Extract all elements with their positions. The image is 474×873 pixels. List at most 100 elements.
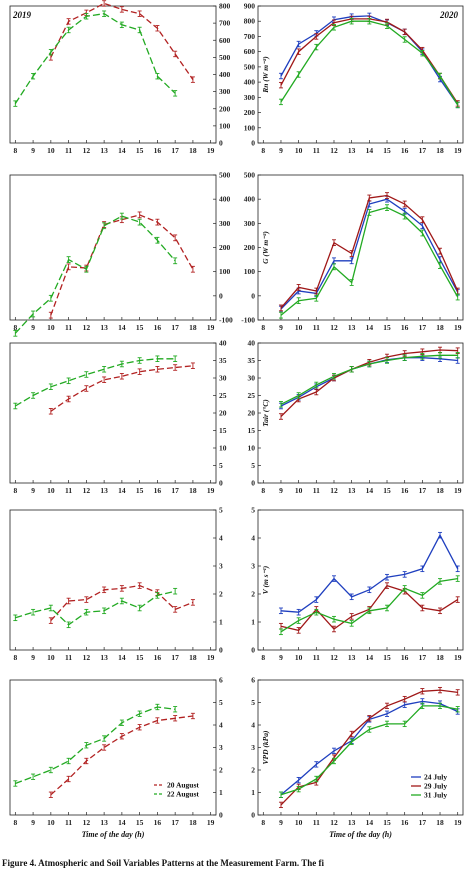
data-point-errorbar xyxy=(102,0,107,7)
y-tick-label: 2 xyxy=(251,590,255,599)
data-point-errorbar xyxy=(455,689,460,696)
x-tick-label: 18 xyxy=(189,323,197,332)
data-point-errorbar xyxy=(455,101,460,109)
data-point-errorbar xyxy=(349,738,354,746)
x-tick-label: 9 xyxy=(31,486,35,495)
panel-2020-G: 8 9 10 11 12 13 14 15 16 17 18 19 -100 0 100 200 300 400 5… xyxy=(241,171,464,332)
panel-2019-Tair: 8 9 10 11 12 13 14 15 16 17 18 19 0 5 10 15 20 25 30 35 40 xyxy=(9,339,227,495)
data-point-errorbar xyxy=(367,607,372,615)
y-tick-label: 10 xyxy=(219,444,227,453)
data-point-errorbar xyxy=(385,357,390,364)
data-point-errorbar xyxy=(385,204,390,211)
data-point-errorbar xyxy=(385,582,390,589)
legend-entry: 22 August xyxy=(167,790,199,799)
x-tick-label: 16 xyxy=(154,323,162,332)
y-tick-label: 400 xyxy=(219,195,231,204)
x-tick-label: 8 xyxy=(261,653,265,662)
y-tick-label: 300 xyxy=(219,219,231,228)
data-point-errorbar xyxy=(190,712,195,720)
y-tick-label: 30 xyxy=(219,374,227,383)
data-point-errorbar xyxy=(278,401,283,408)
y-tick-label: 4 xyxy=(251,534,255,543)
data-point-errorbar xyxy=(455,706,460,713)
y-tick-label: 900 xyxy=(244,2,256,11)
series-line-22-august xyxy=(14,215,176,334)
y-tick-label: -100 xyxy=(241,316,255,325)
x-tick-label: 8 xyxy=(261,146,265,155)
x-tick-label: 15 xyxy=(383,653,391,662)
data-point-errorbar xyxy=(102,222,107,230)
x-tick-label: 13 xyxy=(100,486,108,495)
data-point-errorbar xyxy=(31,392,36,399)
y-tick-label: 1 xyxy=(251,788,255,797)
y-tick-label: 500 xyxy=(244,62,256,71)
data-point-errorbar xyxy=(48,49,53,56)
plot-frame xyxy=(9,174,217,321)
x-tick-label: 17 xyxy=(419,818,427,827)
data-point-errorbar xyxy=(190,599,195,606)
year-tag-2019: 2019 xyxy=(12,10,32,20)
data-point-errorbar xyxy=(296,617,301,624)
x-tick-label: 16 xyxy=(401,818,409,827)
x-tick-label: 17 xyxy=(171,323,179,332)
year-tag-2020: 2020 xyxy=(439,10,459,20)
data-point-errorbar xyxy=(455,565,460,573)
plot-frame xyxy=(9,509,217,651)
x-tick-label: 8 xyxy=(13,323,17,332)
data-point-errorbar xyxy=(296,392,301,399)
data-point-errorbar xyxy=(137,604,142,612)
data-point-errorbar xyxy=(455,575,460,582)
legend-entry: 29 July xyxy=(424,782,447,791)
series-line-20-august xyxy=(50,2,194,80)
data-point-errorbar xyxy=(296,48,301,55)
series-line-22-august xyxy=(15,590,176,626)
data-point-errorbar xyxy=(314,294,319,302)
y-tick-label: 3 xyxy=(219,562,223,571)
data-point-errorbar xyxy=(349,257,354,265)
x-tick-label: 17 xyxy=(171,486,179,495)
data-point-errorbar xyxy=(102,366,107,373)
data-point-errorbar xyxy=(331,757,336,765)
data-point-errorbar xyxy=(48,617,53,624)
x-tick-label: 8 xyxy=(13,486,17,495)
data-point-errorbar xyxy=(155,703,160,711)
data-point-errorbar xyxy=(155,355,160,362)
y-axis-label: G (W m⁻²) xyxy=(261,231,270,264)
data-point-errorbar xyxy=(296,776,301,784)
x-tick-label: 19 xyxy=(207,323,215,332)
x-tick-label: 15 xyxy=(383,323,391,332)
y-tick-label: 25 xyxy=(248,391,256,400)
y-tick-label: 0 xyxy=(251,291,255,300)
x-tick-label: 10 xyxy=(295,653,303,662)
x-tick-label: 11 xyxy=(313,323,320,332)
x-tick-label: 10 xyxy=(47,486,55,495)
data-point-errorbar xyxy=(190,76,195,83)
data-point-errorbar xyxy=(173,606,178,613)
data-point-errorbar xyxy=(31,310,36,318)
data-point-errorbar xyxy=(137,211,142,219)
data-point-errorbar xyxy=(385,710,390,717)
data-point-errorbar xyxy=(385,573,390,581)
x-tick-label: 15 xyxy=(383,818,391,827)
legend-entry: 24 July xyxy=(424,773,447,782)
x-tick-label: 10 xyxy=(47,146,55,155)
data-point-errorbar xyxy=(137,357,142,364)
data-point-errorbar xyxy=(66,775,71,783)
x-tick-label: 15 xyxy=(136,323,144,332)
data-point-errorbar xyxy=(137,710,142,717)
x-tick-label: 9 xyxy=(279,323,283,332)
data-point-errorbar xyxy=(385,604,390,612)
y-tick-label: 200 xyxy=(219,104,231,113)
data-point-errorbar xyxy=(438,531,443,539)
data-point-errorbar xyxy=(278,413,283,420)
x-tick-label: 11 xyxy=(65,653,72,662)
data-point-errorbar xyxy=(349,250,354,257)
x-tick-label: 18 xyxy=(436,818,444,827)
x-tick-label: 11 xyxy=(65,323,72,332)
data-point-errorbar xyxy=(137,724,142,731)
data-point-errorbar xyxy=(314,287,319,295)
y-tick-label: 0 xyxy=(219,479,223,488)
x-tick-label: 11 xyxy=(65,486,72,495)
data-point-errorbar xyxy=(102,586,107,594)
